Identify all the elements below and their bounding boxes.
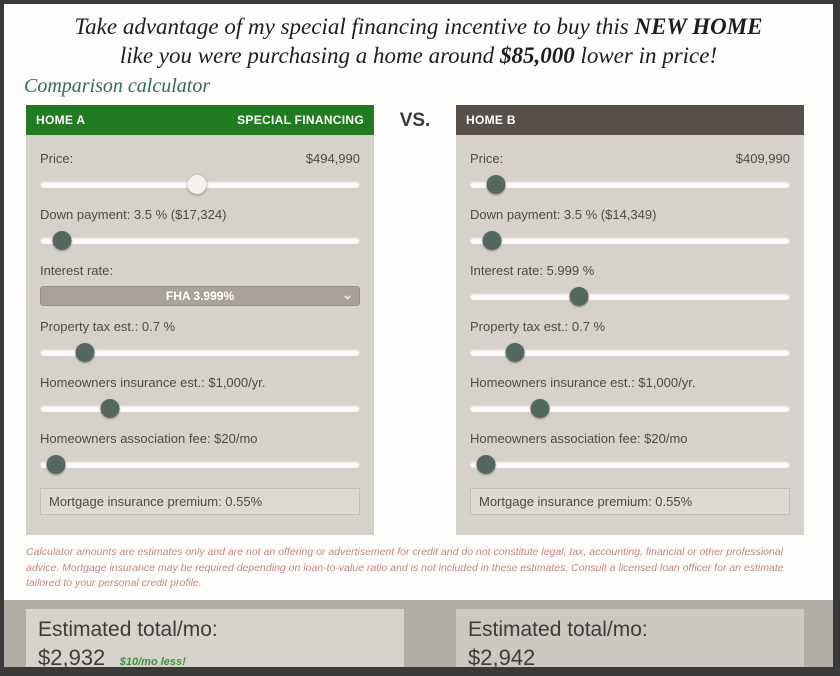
home-a-property-tax-slider[interactable]: [40, 342, 360, 362]
slider-track[interactable]: [40, 460, 360, 468]
headline: Take advantage of my special financing i…: [4, 4, 833, 71]
slider-track[interactable]: [470, 236, 790, 244]
home-a-price-slider[interactable]: [40, 174, 360, 194]
price-value: $494,990: [305, 150, 360, 166]
home-a-property-tax-field: Property tax est.: 0.7 %: [40, 319, 360, 362]
slider-track[interactable]: [40, 236, 360, 244]
home-a-panel: HOME A SPECIAL FINANCING Price: $494,990…: [26, 104, 374, 535]
savings-note: $10/mo less!: [119, 656, 186, 669]
interest-rate-select[interactable]: FHA 3.999% ⌄: [40, 285, 360, 306]
panels-row: HOME A SPECIAL FINANCING Price: $494,990…: [4, 104, 833, 535]
slider-track[interactable]: [470, 180, 790, 188]
home-a-down-payment-slider-handle[interactable]: [52, 230, 72, 250]
home-b-down-payment-field: Down payment: 3.5 % ($14,349): [470, 207, 790, 250]
disclaimer-text: Calculator amounts are estimates only an…: [26, 545, 784, 590]
home-b-panel: HOME B Price: $409,990 Down payment: 3.5…: [456, 104, 804, 535]
home-b-property-tax-slider[interactable]: [470, 342, 790, 362]
home-b-insurance-field: Homeowners insurance est.: $1,000/yr.: [470, 375, 790, 418]
slider-track[interactable]: [40, 348, 360, 356]
home-a-price-field: Price: $494,990: [40, 151, 360, 194]
slider-track[interactable]: [470, 404, 790, 412]
home-a-hoa-slider[interactable]: [40, 454, 360, 474]
price-label: Price:: [470, 150, 504, 166]
home-b-title: HOME B: [466, 112, 516, 127]
home-a-title: HOME A: [36, 112, 86, 127]
headline-line2: like you were purchasing a home around $…: [119, 43, 718, 69]
insurance-label: Homeowners insurance est.: $1,000/yr.: [470, 374, 696, 390]
home-a-price-slider-handle[interactable]: [187, 174, 207, 194]
home-a-mortgage-insurance-premium: Mortgage insurance premium: 0.55%: [40, 487, 360, 515]
home-a-insurance-slider-handle[interactable]: [100, 398, 120, 418]
price-value: $409,990: [735, 150, 790, 166]
headline-line1: Take advantage of my special financing i…: [74, 14, 763, 39]
totals-strip: Estimated total/mo: $2,932 $10/mo less! …: [4, 600, 833, 671]
home-b-interest-rate-field: Interest rate: 5.999 %: [470, 263, 790, 306]
down-payment-label: Down payment: 3.5 % ($14,349): [470, 206, 657, 222]
home-b-total-box: Estimated total/mo: $2,942: [456, 609, 804, 671]
property-tax-label: Property tax est.: 0.7 %: [40, 318, 176, 334]
home-a-interest-rate-field: Interest rate: FHA 3.999% ⌄: [40, 263, 360, 306]
slider-track[interactable]: [470, 348, 790, 356]
home-a-property-tax-slider-handle[interactable]: [75, 342, 95, 362]
interest-rate-label: Interest rate: 5.999 %: [470, 262, 595, 278]
slider-track[interactable]: [470, 460, 790, 468]
home-b-hoa-slider[interactable]: [470, 454, 790, 474]
home-a-body: Price: $494,990 Down payment: 3.5 % ($17…: [26, 134, 374, 535]
insurance-label: Homeowners insurance est.: $1,000/yr.: [40, 374, 266, 390]
home-a-hoa-slider-handle[interactable]: [46, 454, 66, 474]
home-a-total-box: Estimated total/mo: $2,932 $10/mo less! …: [26, 609, 404, 671]
home-b-insurance-slider[interactable]: [470, 398, 790, 418]
home-a-insurance-slider[interactable]: [40, 398, 360, 418]
home-b-property-tax-field: Property tax est.: 0.7 %: [470, 319, 790, 362]
price-label: Price:: [40, 150, 74, 166]
home-b-price-slider-handle[interactable]: [486, 174, 506, 194]
down-payment-label: Down payment: 3.5 % ($17,324): [40, 206, 227, 222]
slider-track[interactable]: [470, 292, 790, 300]
home-b-price-field: Price: $409,990: [470, 151, 790, 194]
home-b-down-payment-slider-handle[interactable]: [482, 230, 502, 250]
home-b-hoa-slider-handle[interactable]: [476, 454, 496, 474]
home-b-property-tax-slider-handle[interactable]: [505, 342, 525, 362]
chevron-down-icon: ⌄: [342, 286, 353, 302]
home-a-header: HOME A SPECIAL FINANCING: [26, 104, 374, 135]
interest-rate-label: Interest rate:: [40, 262, 113, 278]
vs-label: VS.: [399, 109, 431, 131]
page-title: Comparison calculator: [24, 74, 211, 97]
home-a-hoa-field: Homeowners association fee: $20/mo: [40, 431, 360, 474]
special-financing-badge: SPECIAL FINANCING: [237, 112, 364, 127]
home-b-interest-rate-slider-handle[interactable]: [569, 286, 589, 306]
hoa-fee-label: Homeowners association fee: $20/mo: [470, 430, 688, 446]
home-b-header: HOME B: [456, 104, 804, 135]
home-b-hoa-field: Homeowners association fee: $20/mo: [470, 431, 790, 474]
home-b-mortgage-insurance-premium: Mortgage insurance premium: 0.55%: [470, 487, 790, 515]
home-b-interest-rate-slider[interactable]: [470, 286, 790, 306]
property-tax-label: Property tax est.: 0.7 %: [470, 318, 606, 334]
home-a-total-amount: $2,932: [38, 645, 106, 671]
home-b-total-label: Estimated total/mo:: [468, 618, 648, 642]
home-b-body: Price: $409,990 Down payment: 3.5 % ($14…: [456, 134, 804, 535]
home-b-total-amount: $2,942: [468, 645, 536, 671]
home-a-down-payment-field: Down payment: 3.5 % ($17,324): [40, 207, 360, 250]
home-b-price-slider[interactable]: [470, 174, 790, 194]
home-a-down-payment-slider[interactable]: [40, 230, 360, 250]
home-b-insurance-slider-handle[interactable]: [530, 398, 550, 418]
interest-rate-selected-value: FHA 3.999%: [165, 288, 235, 303]
home-b-down-payment-slider[interactable]: [470, 230, 790, 250]
home-a-total-label: Estimated total/mo:: [38, 618, 218, 642]
slider-track[interactable]: [40, 404, 360, 412]
home-a-insurance-field: Homeowners insurance est.: $1,000/yr.: [40, 375, 360, 418]
hoa-fee-label: Homeowners association fee: $20/mo: [40, 430, 258, 446]
